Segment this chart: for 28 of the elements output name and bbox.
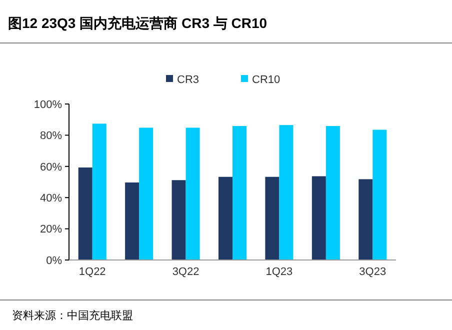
bar <box>312 176 326 260</box>
bar <box>139 128 154 260</box>
x-tick-label: 3Q22 <box>172 266 200 278</box>
bar <box>326 126 340 260</box>
text: 资料来源：中国充电联盟 <box>12 309 133 322</box>
bar <box>92 124 106 260</box>
bar <box>218 176 232 260</box>
bar <box>125 182 140 260</box>
y-tick-label: 100% <box>34 98 62 111</box>
legend-label: CR10 <box>252 74 280 86</box>
bar <box>372 130 387 260</box>
x-tick-label: 1Q23 <box>266 266 293 278</box>
bar <box>358 179 373 260</box>
bar <box>78 167 92 260</box>
bar <box>172 180 186 260</box>
legend-label: CR3 <box>177 74 200 86</box>
y-tick-label: 60% <box>40 161 62 174</box>
bar <box>265 176 280 260</box>
x-tick-label: 1Q22 <box>78 266 106 278</box>
bar <box>279 125 294 260</box>
y-tick-label: 20% <box>40 224 62 236</box>
y-tick-label: 40% <box>40 192 62 204</box>
y-tick-label: 0% <box>46 254 62 267</box>
bar <box>186 128 200 260</box>
bar <box>232 126 247 260</box>
x-tick-label: 3Q23 <box>359 266 386 278</box>
chart-title: 图12 23Q3 国内充电运营商 CR3 与 CR10 <box>8 15 268 31</box>
y-tick-label: 80% <box>40 130 62 142</box>
